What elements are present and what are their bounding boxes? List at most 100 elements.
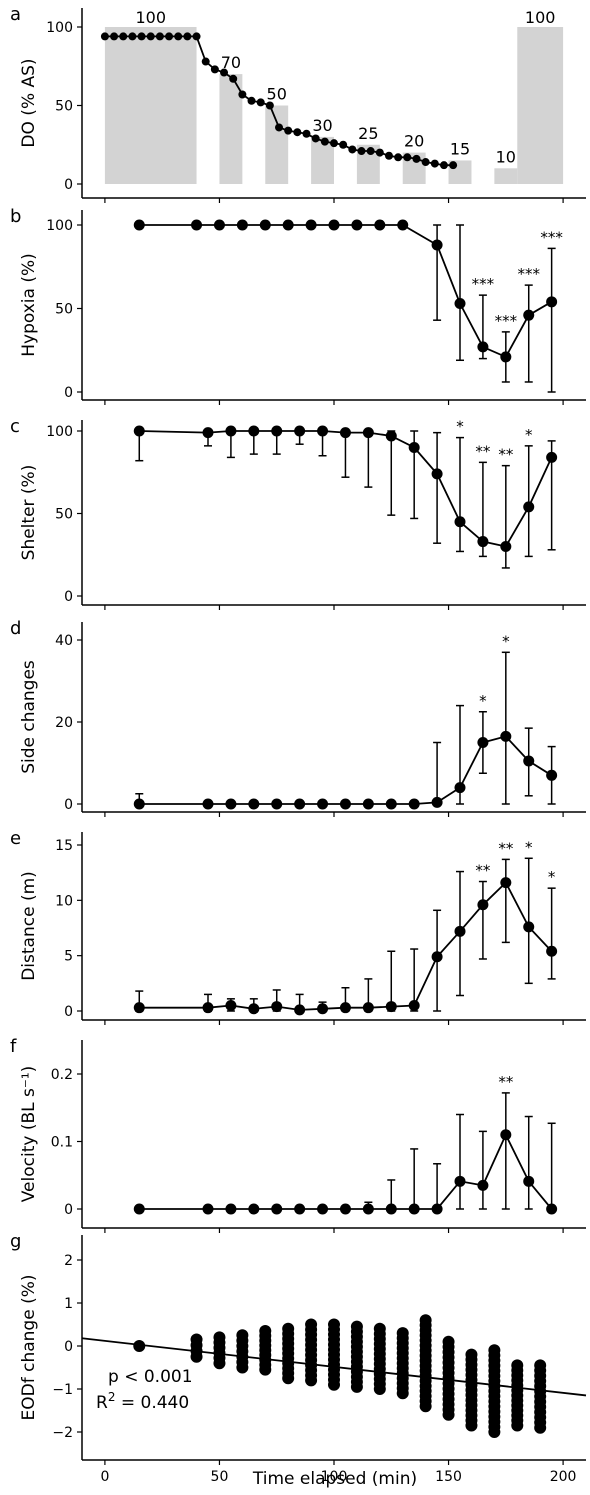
data-point (384, 151, 393, 160)
scatter-point (442, 1335, 455, 1348)
data-point (294, 798, 306, 810)
data-point (339, 798, 351, 810)
scatter-point (511, 1359, 524, 1372)
x-tick-label: 0 (100, 1469, 109, 1485)
data-point (454, 1175, 466, 1187)
data-point (133, 219, 145, 231)
data-point (202, 798, 214, 810)
significance-label: *** (540, 228, 563, 246)
data-point (449, 161, 458, 170)
data-point (201, 57, 210, 66)
panel-letter: f (10, 1036, 17, 1057)
significance-label: ** (498, 1073, 514, 1091)
panel-letter: c (10, 416, 20, 437)
data-point (225, 798, 237, 810)
data-point (110, 32, 119, 41)
significance-label: * (525, 838, 533, 856)
data-point (133, 798, 145, 810)
data-point (229, 74, 238, 83)
do-level-label: 100 (525, 8, 556, 27)
y-tick-label: 20 (55, 715, 73, 731)
data-point (225, 999, 237, 1011)
significance-label: ** (498, 839, 514, 857)
data-point (248, 798, 260, 810)
data-point (430, 159, 439, 168)
data-point (546, 1203, 558, 1215)
data-point (374, 219, 386, 231)
data-point (248, 1003, 260, 1015)
data-point (225, 425, 237, 437)
panel-letter: d (10, 618, 21, 639)
data-point (546, 769, 558, 781)
data-point (128, 32, 137, 41)
data-point (546, 451, 558, 463)
data-point (293, 128, 302, 137)
y-tick-label: 5 (64, 949, 73, 965)
data-point (431, 796, 443, 808)
data-point (165, 32, 174, 41)
data-point (305, 219, 317, 231)
scatter-point (488, 1344, 501, 1357)
do-level-bar (494, 168, 518, 184)
data-point (317, 1203, 329, 1215)
significance-label: *** (517, 265, 540, 283)
data-point (362, 427, 374, 439)
data-point (119, 32, 128, 41)
significance-label: *** (472, 275, 495, 293)
data-point (546, 296, 558, 308)
y-tick-label: 0 (64, 177, 73, 193)
panel-b: b Hypoxia (%) 0 50 100 *** *** *** *** (10, 206, 586, 405)
do-level-label: 15 (450, 139, 470, 158)
data-point (294, 425, 306, 437)
panel-letter: a (10, 4, 21, 25)
data-point (174, 32, 183, 41)
x-tick-label: 100 (321, 1469, 348, 1485)
do-level-bar (311, 136, 334, 184)
data-point (362, 798, 374, 810)
y-tick-label: 10 (55, 893, 73, 909)
series-line (139, 735, 553, 805)
data-point (477, 1179, 489, 1191)
data-point (271, 1203, 283, 1215)
scatter-point (350, 1320, 363, 1333)
data-point (236, 219, 248, 231)
scatter-point (190, 1333, 203, 1346)
data-point (500, 1129, 512, 1141)
significance-label: * (525, 426, 533, 444)
y-tick-label: 0 (64, 797, 73, 813)
scatter-point (236, 1329, 249, 1342)
scatter-point (396, 1327, 409, 1340)
data-point (523, 309, 535, 321)
data-point (500, 877, 512, 889)
data-point (421, 158, 430, 167)
y-axis-label: Side changes (19, 660, 39, 774)
scatter-point (328, 1318, 340, 1331)
data-point (348, 145, 357, 154)
data-point (394, 153, 403, 162)
scatter-point (419, 1314, 432, 1327)
data-point (500, 351, 512, 363)
data-point (403, 153, 412, 162)
data-point (265, 101, 274, 110)
data-point (294, 1203, 306, 1215)
data-point (284, 126, 293, 135)
panel-g: g EODf change (%) −2 −1 0 1 2 0 50 100 150 200 p < 0… (10, 1231, 587, 1485)
data-point (133, 1203, 145, 1215)
data-point (454, 925, 466, 937)
data-point (477, 737, 489, 748)
data-point (523, 501, 535, 513)
y-tick-label: 100 (46, 424, 73, 440)
y-axis-label: Distance (m) (19, 871, 39, 981)
data-point (385, 1001, 397, 1013)
y-tick-label: 50 (55, 507, 73, 523)
scatter-point (465, 1348, 478, 1361)
significance-label: * (502, 632, 510, 650)
data-point (431, 951, 443, 963)
do-level-bar (104, 27, 197, 184)
do-level-bar (265, 105, 289, 184)
data-point (546, 945, 558, 957)
y-tick-label: 15 (55, 838, 73, 854)
data-point (397, 219, 409, 231)
significance-label: * (548, 868, 556, 886)
